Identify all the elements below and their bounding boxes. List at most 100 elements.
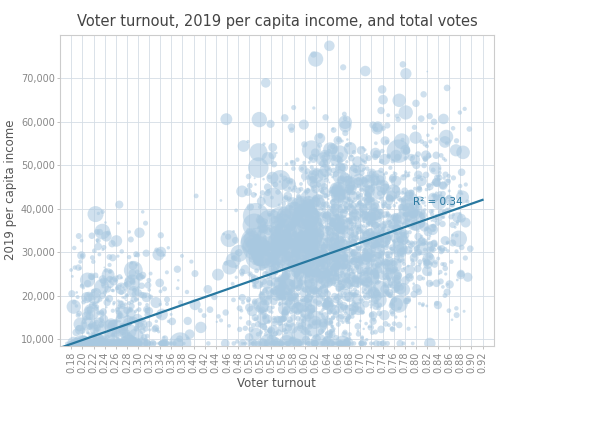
Point xyxy=(340,337,350,344)
Point xyxy=(83,329,93,336)
Point xyxy=(421,172,431,178)
Point xyxy=(287,217,297,224)
Point xyxy=(314,269,323,276)
Point xyxy=(347,290,356,297)
Point xyxy=(341,340,350,347)
Point xyxy=(376,208,385,215)
Point xyxy=(100,289,110,296)
Point xyxy=(369,200,379,207)
Point xyxy=(447,201,457,208)
Point xyxy=(317,276,326,283)
Point xyxy=(394,243,403,250)
Point xyxy=(388,326,397,333)
Point xyxy=(306,211,315,218)
Point xyxy=(366,268,376,275)
Point xyxy=(73,340,83,347)
Point xyxy=(373,124,383,130)
Point xyxy=(113,337,123,344)
Point xyxy=(352,264,361,270)
Point xyxy=(320,272,329,279)
Point xyxy=(284,274,293,281)
Point xyxy=(330,262,340,269)
Point xyxy=(277,281,287,288)
Point xyxy=(451,147,461,154)
Point xyxy=(283,334,293,340)
Point xyxy=(376,258,385,265)
Point xyxy=(331,270,341,277)
Point xyxy=(246,240,256,247)
Point xyxy=(319,201,329,208)
Point xyxy=(335,315,345,322)
Point xyxy=(81,295,90,302)
Point xyxy=(85,340,95,347)
Point xyxy=(116,340,125,347)
Point xyxy=(287,124,296,130)
Point xyxy=(371,260,381,267)
Point xyxy=(375,159,385,165)
Point xyxy=(285,235,295,241)
Point xyxy=(83,292,93,299)
Point xyxy=(281,309,291,316)
Point xyxy=(339,189,349,196)
Point xyxy=(297,297,307,304)
Point xyxy=(265,219,275,226)
Point xyxy=(102,340,112,347)
Point xyxy=(399,174,408,181)
Point xyxy=(224,235,234,242)
Point xyxy=(91,327,101,334)
Point xyxy=(364,155,373,162)
Point xyxy=(73,264,83,271)
Point xyxy=(278,294,288,301)
Point xyxy=(282,299,291,306)
Point xyxy=(307,307,317,314)
Point xyxy=(254,257,264,264)
Point xyxy=(353,264,362,270)
Point xyxy=(77,252,87,259)
Point xyxy=(402,206,411,213)
Point xyxy=(368,255,377,262)
Point xyxy=(84,293,94,300)
Point xyxy=(334,340,344,347)
Point xyxy=(432,280,441,287)
Point xyxy=(381,281,391,288)
Point xyxy=(288,165,298,172)
Point xyxy=(321,230,331,237)
Point xyxy=(386,222,396,229)
Point xyxy=(356,270,366,276)
Point xyxy=(392,214,402,221)
Point xyxy=(397,234,406,241)
Point xyxy=(321,242,331,249)
Point xyxy=(72,340,81,347)
Point xyxy=(389,262,399,269)
Point xyxy=(280,114,290,121)
Point xyxy=(70,340,79,347)
Point xyxy=(291,309,300,316)
Point xyxy=(338,304,348,311)
Point xyxy=(363,219,373,226)
Point xyxy=(176,299,185,306)
Point xyxy=(311,340,320,347)
Point xyxy=(293,236,302,243)
Point xyxy=(324,308,334,315)
Point xyxy=(119,340,129,347)
Point xyxy=(309,155,318,162)
Point xyxy=(321,303,330,310)
Point xyxy=(367,280,376,286)
Point xyxy=(250,235,259,241)
Point xyxy=(143,311,152,318)
Point xyxy=(380,156,389,163)
Point xyxy=(400,245,409,251)
Point xyxy=(117,324,127,331)
Point xyxy=(363,240,373,247)
Point xyxy=(284,272,293,279)
Point xyxy=(345,173,355,180)
Point xyxy=(358,157,368,164)
Point xyxy=(250,276,260,283)
Point xyxy=(367,170,377,177)
Point xyxy=(447,201,457,208)
Point xyxy=(409,251,419,258)
Point xyxy=(331,281,341,288)
Point xyxy=(260,234,270,241)
Point xyxy=(141,220,150,227)
Point xyxy=(427,226,437,233)
